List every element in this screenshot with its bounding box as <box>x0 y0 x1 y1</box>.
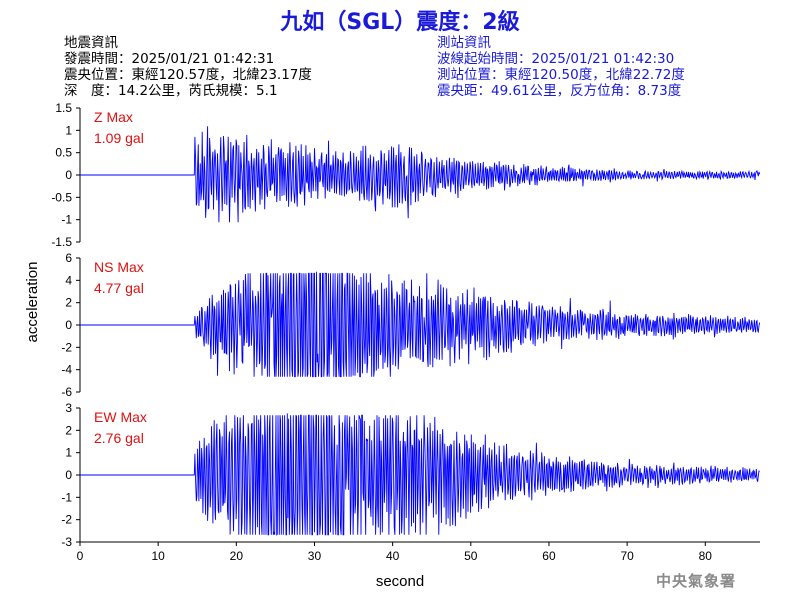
x-tick-label: 80 <box>699 549 713 563</box>
y-tick-label-z: -1.5 <box>51 235 72 249</box>
x-tick-label: 70 <box>620 549 634 563</box>
agency-watermark: 中央氣象署 <box>656 572 737 590</box>
x-tick-label: 10 <box>151 549 165 563</box>
y-tick-label-ew: 1 <box>65 446 72 460</box>
x-tick-label: 60 <box>542 549 556 563</box>
origin-time: 發震時間：2025/01/21 01:42:31 <box>64 51 275 67</box>
y-tick-label-z: -1 <box>61 213 72 227</box>
max-value-ew: 2.76 gal <box>94 430 144 446</box>
earthquake-info-block: 地震資訊 發震時間：2025/01/21 01:42:31 震央位置：東經120… <box>64 35 312 99</box>
y-tick-label-ew: 3 <box>65 401 72 415</box>
page-title: 九如（SGL）震度：2級 <box>280 10 520 35</box>
y-tick-label-ns: 6 <box>65 251 72 265</box>
x-tick-label: 40 <box>386 549 400 563</box>
epicenter-position: 震央位置：東經120.57度，北緯23.17度 <box>64 67 312 83</box>
y-tick-label-z: 1 <box>65 123 72 137</box>
earthquake-info-heading: 地震資訊 <box>64 35 118 51</box>
y-tick-label-ew: 0 <box>65 468 72 482</box>
y-tick-label-ns: -6 <box>61 385 72 399</box>
max-value-ns: 4.77 gal <box>94 280 144 296</box>
max-label-ew: EW Max <box>94 409 147 425</box>
y-tick-label-ns: -2 <box>61 340 72 354</box>
y-tick-label-ns: 4 <box>65 273 72 287</box>
y-tick-label-ns: -4 <box>61 363 72 377</box>
x-tick-label: 0 <box>77 549 84 563</box>
y-tick-label-ew: -1 <box>61 490 72 504</box>
station-info-block: 測站資訊 波線起始時間：2025/01/21 01:42:30 測站位置：東經1… <box>437 35 685 99</box>
y-tick-label-z: 1.5 <box>55 101 72 115</box>
y-axis-title: acceleration <box>24 262 41 343</box>
y-tick-label-z: 0 <box>65 168 72 182</box>
y-tick-label-z: -0.5 <box>51 190 72 204</box>
wave-start-time: 波線起始時間：2025/01/21 01:42:30 <box>437 51 675 67</box>
x-tick-label: 20 <box>230 549 244 563</box>
y-tick-label-ew: 2 <box>65 423 72 437</box>
waveform-z <box>80 126 761 223</box>
y-tick-label-ns: 2 <box>65 296 72 310</box>
waveform-ew <box>80 413 760 536</box>
epicentral-distance: 震央距：49.61公里，反方位角：8.73度 <box>437 83 682 99</box>
y-tick-label-z: 0.5 <box>55 146 72 160</box>
y-tick-label-ns: 0 <box>65 318 72 332</box>
station-position: 測站位置：東經120.50度，北緯22.72度 <box>437 67 685 83</box>
y-tick-label-ew: -3 <box>61 535 72 549</box>
depth-magnitude: 深 度：14.2公里，芮氏規模：5.1 <box>64 83 278 99</box>
x-tick-label: 30 <box>308 549 322 563</box>
max-label-z: Z Max <box>94 109 133 125</box>
y-tick-label-ew: -2 <box>61 513 72 527</box>
station-info-heading: 測站資訊 <box>437 35 491 51</box>
waveform-ns <box>80 271 761 378</box>
x-axis-title: second <box>376 573 424 590</box>
max-value-z: 1.09 gal <box>94 130 144 146</box>
x-tick-label: 50 <box>464 549 478 563</box>
max-label-ns: NS Max <box>94 259 144 275</box>
